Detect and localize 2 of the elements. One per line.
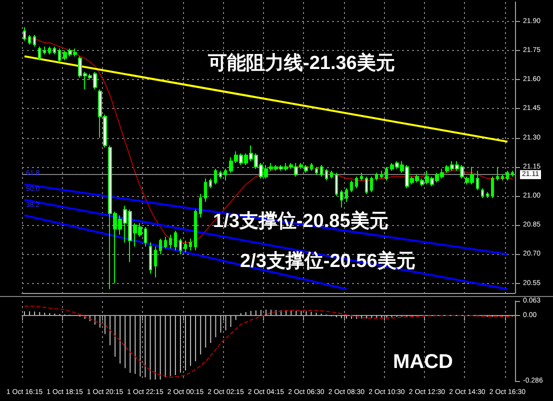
text: MACD [393,351,454,373]
annotation: 可能阻力线-21.36美元 [207,52,395,74]
